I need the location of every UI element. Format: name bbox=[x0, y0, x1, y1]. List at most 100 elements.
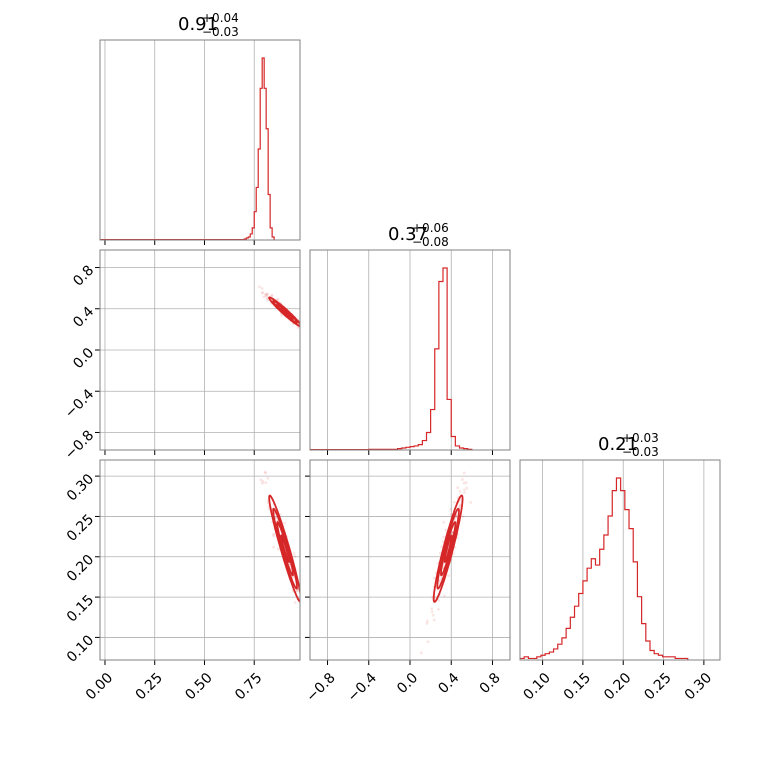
scatter-point bbox=[315, 649, 318, 652]
scatter-point bbox=[261, 291, 265, 294]
scatter-point bbox=[426, 619, 429, 623]
contour-level-2 bbox=[439, 521, 457, 577]
title-0-median: 0.91 bbox=[178, 14, 218, 35]
scatter-point bbox=[302, 604, 305, 607]
scatter-point bbox=[444, 528, 448, 532]
scatter-point bbox=[266, 298, 270, 302]
title-2-plus: +0.03 bbox=[622, 431, 659, 445]
contour-level-3 bbox=[272, 507, 298, 590]
scatter-point bbox=[259, 478, 263, 482]
scatter-point bbox=[260, 291, 264, 295]
scatter-point bbox=[430, 610, 434, 614]
y-tick-label-2-4: 0.30 bbox=[64, 471, 97, 504]
histogram-step-0 bbox=[243, 57, 275, 240]
scatter-point bbox=[293, 555, 297, 558]
scatter-point bbox=[276, 298, 280, 301]
y-tick-label-2-0: 0.10 bbox=[64, 632, 97, 665]
histogram-panel-0 bbox=[100, 57, 275, 240]
scatter-point bbox=[292, 552, 296, 555]
panel-1-0-axes bbox=[95, 250, 300, 455]
contour-level-2 bbox=[276, 521, 294, 577]
panels: 0.00 0.25 0.50 0.75 −0.8 −0.4 0.0 0.4 0.8 0.10 0.1… bbox=[62, 39, 721, 705]
title-1-median: 0.37 bbox=[388, 224, 428, 245]
x-tick-label-1-1: −0.4 bbox=[345, 670, 380, 705]
title-param-2: 0.21 +0.03 −0.03 bbox=[598, 431, 659, 459]
scatter-point bbox=[442, 520, 446, 524]
panel-frame-1-1 bbox=[309, 249, 511, 451]
scatter-point bbox=[303, 622, 306, 625]
histogram-step-2 bbox=[520, 477, 689, 660]
y-tick-label-2-3: 0.25 bbox=[64, 511, 97, 544]
y-tick-label-2-2: 0.20 bbox=[64, 552, 97, 585]
panel-0-0-axes bbox=[104, 40, 255, 245]
scatter-point bbox=[264, 471, 268, 475]
panel-frame-0-0 bbox=[99, 39, 301, 241]
y-tick-label-1-4: 0.8 bbox=[70, 263, 97, 290]
contour-level-4 bbox=[432, 494, 464, 603]
scatter-point bbox=[262, 295, 266, 299]
scatter-point bbox=[270, 293, 274, 297]
scatter-panel-2-0 bbox=[245, 411, 318, 652]
y-tick-label-2-1: 0.15 bbox=[64, 592, 97, 625]
scatter-point bbox=[449, 513, 453, 516]
scatter-point bbox=[245, 411, 248, 414]
scatter-point bbox=[260, 287, 264, 290]
scatter-point bbox=[463, 488, 466, 492]
title-0-minus: −0.03 bbox=[202, 25, 239, 39]
scatter-point bbox=[258, 285, 261, 289]
scatter-point bbox=[432, 618, 436, 622]
scatter-point bbox=[261, 479, 265, 483]
scatter-point bbox=[251, 441, 254, 444]
scatter-point bbox=[458, 504, 462, 508]
scatter-point bbox=[464, 481, 468, 485]
scatter-point bbox=[272, 534, 275, 538]
scatter-point bbox=[302, 596, 305, 599]
x-tick-label-2-3: 0.25 bbox=[641, 670, 674, 703]
y-tick-label-1-0: −0.8 bbox=[62, 427, 97, 462]
scatter-point bbox=[437, 607, 440, 611]
scatter-point bbox=[442, 594, 446, 598]
scatter-point bbox=[441, 540, 445, 544]
scatter-point bbox=[302, 623, 305, 626]
scatter-point bbox=[263, 470, 267, 474]
panel-2-0-axes bbox=[95, 460, 300, 665]
x-tick-label-2-4: 0.30 bbox=[682, 670, 715, 703]
x-tick-label-1-3: 0.4 bbox=[435, 670, 462, 697]
panel-frame-2-2 bbox=[519, 459, 721, 661]
scatter-point bbox=[437, 598, 441, 602]
scatter-point bbox=[300, 322, 303, 325]
scatter-point bbox=[307, 613, 310, 616]
scatter-point bbox=[303, 327, 306, 330]
scatter-point bbox=[283, 521, 286, 525]
x-tick-label-2-2: 0.20 bbox=[601, 670, 634, 703]
x-tick-label-2-0: 0.10 bbox=[520, 670, 553, 703]
scatter-point bbox=[295, 589, 299, 593]
panel-frame-2-1 bbox=[309, 459, 511, 661]
y-tick-label-1-1: −0.4 bbox=[62, 386, 97, 421]
scatter-point bbox=[302, 323, 305, 326]
histogram-panel-1 bbox=[310, 267, 473, 450]
scatter-point bbox=[442, 535, 446, 539]
panel-2-1-axes bbox=[305, 460, 510, 665]
scatter-point bbox=[265, 295, 269, 299]
x-tick-label-1-4: 0.8 bbox=[477, 670, 504, 697]
x-tick-label-1-2: 0.0 bbox=[394, 670, 421, 697]
panel-1-1-axes bbox=[327, 250, 493, 455]
scatter-point bbox=[449, 508, 453, 511]
scatter-point bbox=[266, 476, 270, 480]
x-tick-label-2-1: 0.15 bbox=[561, 670, 594, 703]
contour-level-4 bbox=[268, 296, 300, 328]
x-tick-label-1-0: −0.8 bbox=[303, 670, 338, 705]
scatter-point bbox=[280, 313, 284, 317]
scatter-point bbox=[264, 294, 268, 297]
panel-frame-2-0 bbox=[99, 459, 301, 661]
scatter-point bbox=[295, 589, 299, 592]
scatter-point bbox=[461, 515, 465, 518]
contour-level-4 bbox=[268, 494, 300, 603]
scatter-point bbox=[303, 602, 306, 605]
scatter-point bbox=[456, 486, 460, 490]
scatter-panel-1-0 bbox=[258, 285, 306, 330]
scatter-point bbox=[306, 602, 309, 605]
title-1-minus: −0.08 bbox=[412, 235, 449, 249]
